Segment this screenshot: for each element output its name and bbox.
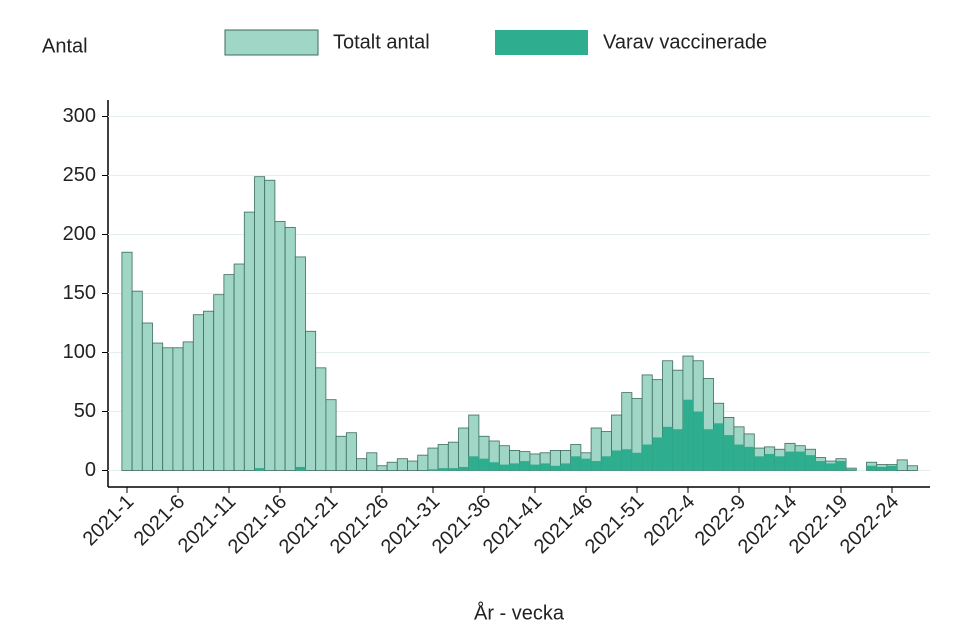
- bar: [631, 452, 643, 471]
- bar: [876, 466, 887, 471]
- bar: [591, 461, 602, 471]
- bar: [182, 341, 194, 471]
- bar: [805, 455, 816, 471]
- bar: [723, 435, 734, 471]
- bar: [417, 454, 429, 471]
- bar: [540, 463, 551, 471]
- bar: [896, 459, 908, 471]
- bar: [458, 466, 469, 471]
- bar: [693, 411, 704, 471]
- bar: [886, 465, 898, 471]
- bar: [315, 367, 327, 471]
- bar: [529, 464, 541, 471]
- bar: [213, 294, 225, 471]
- legend-swatch: [224, 29, 319, 56]
- bar: [325, 399, 337, 471]
- bar: [335, 435, 347, 471]
- bar: [427, 469, 439, 471]
- y-tick-label: 150: [63, 282, 96, 304]
- bar: [448, 468, 459, 471]
- bar: [447, 441, 459, 471]
- y-axis-title: Antal: [42, 35, 88, 57]
- bar: [121, 251, 133, 471]
- bar: [192, 314, 204, 471]
- bar: [131, 290, 143, 471]
- bar: [642, 444, 653, 471]
- y-tick-label: 100: [63, 341, 96, 363]
- bar: [284, 227, 296, 471]
- bar: [172, 347, 184, 471]
- bar: [713, 423, 724, 471]
- bar: [223, 274, 235, 471]
- bar: [519, 461, 530, 471]
- bar: [305, 330, 317, 471]
- y-tick-label: 0: [85, 459, 96, 481]
- bar: [560, 463, 571, 471]
- bar: [356, 458, 368, 471]
- x-tick-label: 2021-1: [79, 491, 139, 551]
- bar: [468, 456, 479, 471]
- bar: [795, 451, 806, 471]
- bar: [294, 256, 306, 471]
- x-axis-title: År - vecka: [474, 601, 565, 624]
- legend-swatch: [495, 30, 588, 55]
- legend-label: Totalt antal: [333, 31, 430, 53]
- bar: [550, 465, 561, 471]
- bar: [499, 464, 510, 471]
- bar: [580, 458, 592, 471]
- bar: [478, 458, 490, 471]
- bar: [764, 453, 775, 471]
- bar: [703, 429, 714, 471]
- bar: [254, 468, 265, 471]
- bar: [489, 462, 500, 471]
- bar: [438, 468, 449, 471]
- bar: [846, 469, 857, 471]
- bar: [295, 466, 306, 471]
- bar: [264, 179, 276, 471]
- bar: [243, 211, 255, 471]
- bar: [458, 427, 470, 471]
- bar: [774, 456, 785, 471]
- bar: [815, 461, 826, 471]
- y-tick-label: 200: [63, 223, 96, 245]
- bar: [141, 322, 153, 471]
- bar: [437, 444, 449, 471]
- bar: [254, 176, 266, 471]
- y-tick-label: 50: [74, 400, 96, 422]
- bar: [672, 429, 683, 471]
- bar: [396, 458, 408, 471]
- bar: [652, 437, 663, 471]
- bar: [621, 449, 632, 471]
- bar: [754, 456, 765, 471]
- bar: [733, 444, 745, 471]
- bar: [152, 342, 164, 471]
- bar: [274, 221, 286, 471]
- bar: [233, 263, 245, 471]
- bar: [345, 432, 357, 471]
- bar: [162, 347, 174, 471]
- bar: [784, 451, 796, 471]
- x-tick-label: 2022-4: [640, 491, 700, 551]
- bar: [682, 399, 694, 471]
- bar: [601, 456, 612, 471]
- bar: [509, 463, 520, 471]
- bar: [906, 465, 918, 471]
- bar: [407, 460, 419, 471]
- bar: [662, 426, 673, 471]
- y-tick-label: 250: [63, 164, 96, 186]
- legend-label: Varav vaccinerade: [603, 31, 767, 53]
- bar: [366, 452, 378, 471]
- bar: [611, 450, 622, 471]
- bar: [744, 446, 755, 471]
- bar: [427, 447, 439, 471]
- bar: [386, 461, 398, 471]
- bar: [570, 456, 581, 471]
- bar: [203, 310, 215, 471]
- bar: [825, 463, 836, 471]
- y-tick-label: 300: [63, 105, 96, 127]
- bar: [376, 465, 388, 471]
- bar: [835, 461, 847, 471]
- bar: [866, 465, 877, 471]
